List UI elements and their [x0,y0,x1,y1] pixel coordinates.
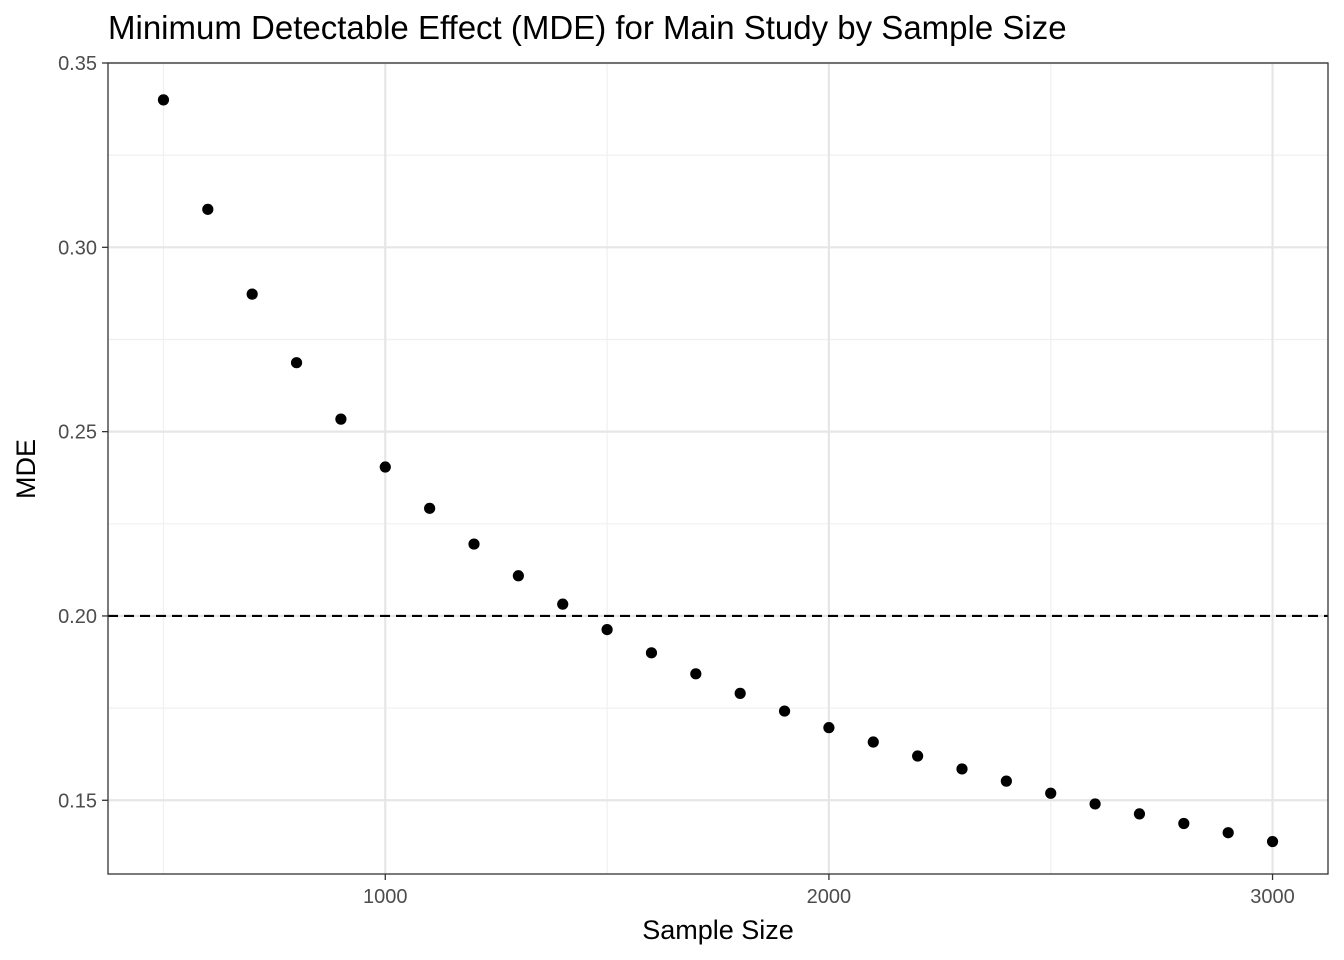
chart-title: Minimum Detectable Effect (MDE) for Main… [108,9,1067,46]
x-axis-title: Sample Size [642,915,794,945]
y-tick-label: 0.15 [58,790,97,812]
data-point [867,736,879,748]
plot-panel [108,63,1328,874]
x-axis: 1000 2000 3000 [363,874,1295,908]
data-point [1133,808,1146,820]
data-point [690,668,702,680]
data-point [1222,827,1234,839]
data-points [157,94,1279,848]
data-point [424,502,436,514]
data-point [157,94,170,106]
data-point [1089,798,1101,810]
data-point [290,357,303,369]
data-point [557,598,569,610]
data-point [601,623,613,636]
data-point [468,538,480,550]
data-point [335,413,347,425]
y-tick-label: 0.20 [58,606,97,628]
minor-gridlines [108,63,1328,874]
data-point [778,705,791,717]
data-point [912,750,924,762]
y-tick-label: 0.25 [58,422,97,444]
data-point [1266,835,1279,848]
x-tick-label: 1000 [363,886,408,908]
x-tick-label: 2000 [807,886,852,908]
data-point [1000,775,1012,787]
data-point [246,288,258,300]
data-point [645,647,658,659]
y-tick-label: 0.30 [58,237,97,259]
data-point [202,203,214,215]
data-point [379,461,391,473]
y-tick-label: 0.35 [58,53,97,75]
data-point [734,687,746,699]
x-tick-label: 3000 [1250,886,1295,908]
data-point [823,722,835,734]
y-axis: 0.15 0.20 0.25 0.30 0.35 [58,53,108,812]
data-point [512,570,524,582]
plot-panel-border [107,62,1329,875]
data-point [1178,817,1190,830]
y-axis-title: MDE [11,439,41,499]
data-point [1045,787,1057,799]
data-point [956,763,968,775]
